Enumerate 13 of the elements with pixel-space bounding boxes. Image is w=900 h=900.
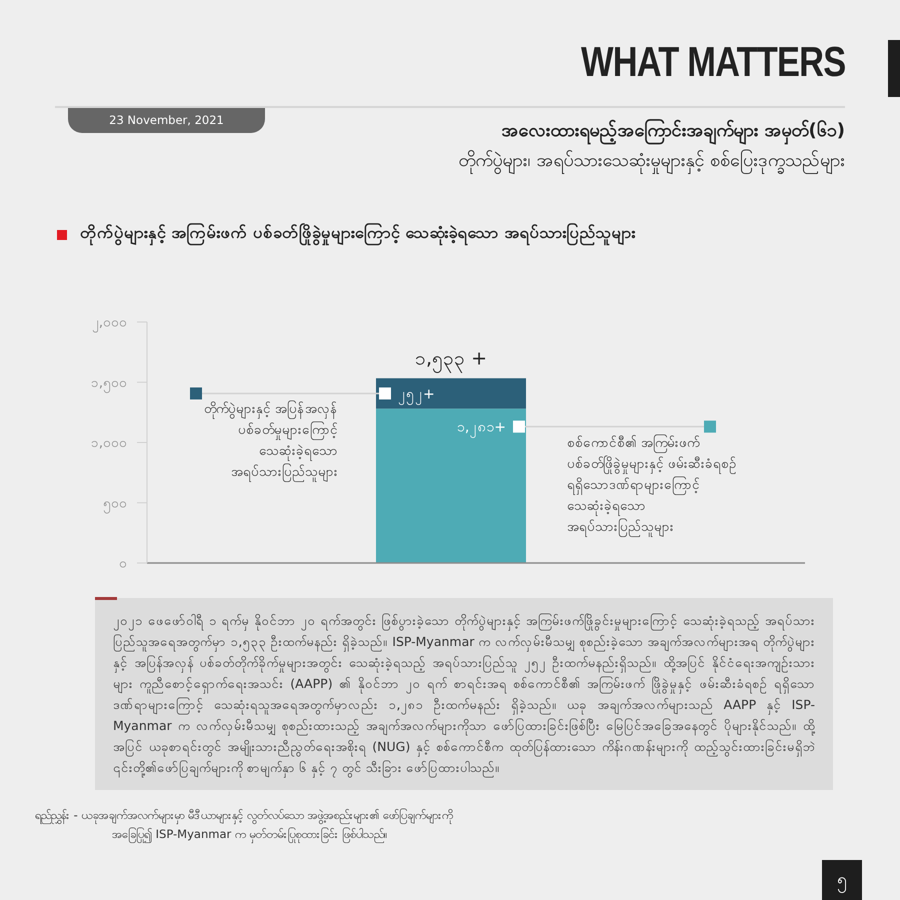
- y-tick-label: ၁,၀၀၀: [90, 436, 127, 452]
- text: 23 November, 2021: [109, 113, 224, 127]
- y-tick-label: ၂,၀၀၀: [92, 316, 127, 333]
- y-tick-label: ၁,၅၀၀: [90, 376, 127, 393]
- y-tick-label: ၀: [119, 556, 127, 572]
- data-label: ၂၅၂+: [398, 386, 435, 404]
- legend-label: စစ်ကောင်စီ၏ အကြမ်းဖက် ပစ်ခတ်ဖြိုခွဲမှုများနှင့် ဖမ်းဆီးခံရစဉ် ရရှိသောဒဏ်ရာများကြောင့် သေဆုံးခဲ့ရသော အရပ်သားပြည်သူများ: [567, 436, 738, 535]
- data-label: ၁,၂၈၁+: [456, 420, 506, 438]
- legend-label: တိုက်ပွဲများနှင့် အပြန်အလှန် ပစ်ခတ်မှုများကြောင့် သေဆုံးခဲ့ရသော အရပ်သားပြည်သူများ: [204, 402, 338, 480]
- total-label: ၁,၅၃၃ +: [415, 347, 487, 374]
- y-tick-label: ၅၀၀: [103, 496, 127, 514]
- text: WHAT MATTERS: [580, 38, 845, 85]
- text: ရည်ညွှန်း - ယခုအချက်အလက်များမှာ မီဒီယာများနှင့် လွတ်လပ်သော အဖွဲ့အစည်းများ၏ ဖော်ပြချက်များကို အခြေပြု၍ ISP-Myanmar က မှတ်တမ်းပြုစုထားခြင်း ဖြစ်ပါသည်။: [35, 808, 454, 841]
